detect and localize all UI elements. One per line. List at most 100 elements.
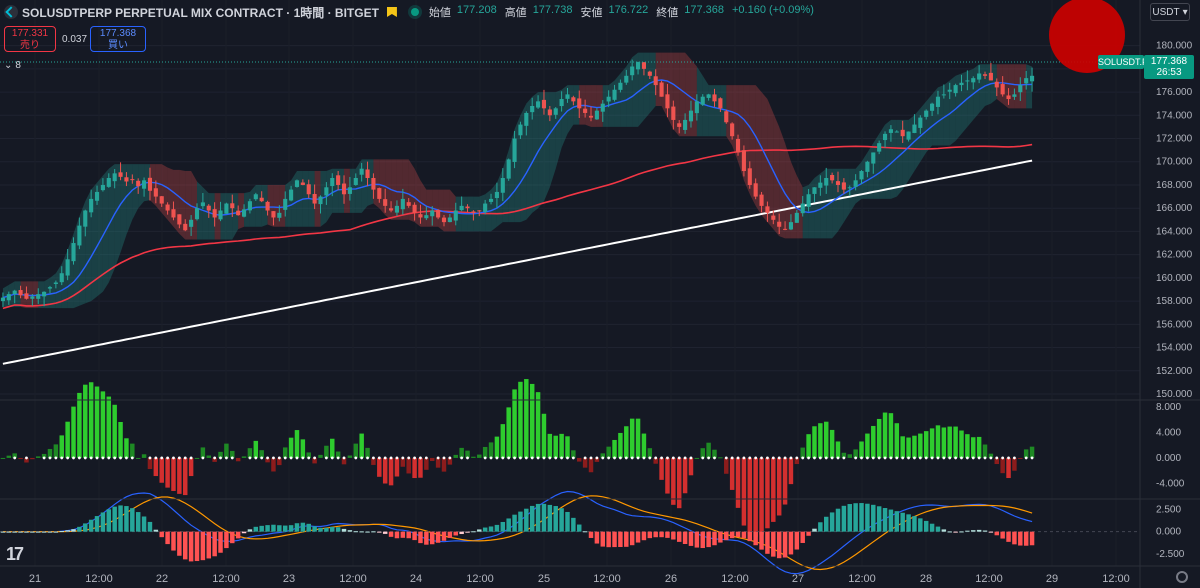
signal-dot xyxy=(189,456,193,460)
time-tick-label: 12:00 xyxy=(466,573,494,585)
histogram-bar xyxy=(177,457,182,494)
macd-histogram-bar xyxy=(212,531,217,557)
macd-histogram-bar xyxy=(506,518,511,532)
histogram-bar xyxy=(612,439,617,458)
macd-histogram-bar xyxy=(653,531,658,538)
gear-icon[interactable] xyxy=(1176,571,1188,583)
candle-body xyxy=(447,217,452,223)
cloud-segment xyxy=(937,85,944,146)
macd-histogram-bar xyxy=(865,503,870,532)
macd-histogram-bar xyxy=(747,531,753,542)
price-tick-label: 152.000 xyxy=(1156,366,1193,377)
histogram-bar xyxy=(735,457,741,508)
macd-histogram-bar xyxy=(741,531,747,539)
histogram-bar xyxy=(188,457,194,477)
histogram-bar xyxy=(941,427,947,458)
cloud-segment xyxy=(167,167,174,227)
macd-histogram-bar xyxy=(659,531,664,538)
macd-histogram-bar xyxy=(735,531,741,538)
time-tick-label: 12:00 xyxy=(975,573,1003,585)
signal-dot xyxy=(836,456,840,460)
symbol-title[interactable]: SOLUSDTPERP PERPETUAL MIX CONTRACT · 1時間… xyxy=(22,5,379,20)
candle-body xyxy=(724,111,729,123)
sell-button[interactable]: 177.331 売り xyxy=(4,26,56,52)
histogram-bar xyxy=(241,456,247,458)
candle-body xyxy=(641,62,646,69)
macd-histogram-bar xyxy=(429,531,435,545)
histogram-bar xyxy=(888,413,894,458)
buy-button[interactable]: 177.368 買い xyxy=(90,26,146,52)
histogram-bar xyxy=(459,447,464,458)
candle-body xyxy=(994,81,999,88)
signal-dot xyxy=(489,456,493,460)
signal-dot xyxy=(542,456,546,460)
signal-dot xyxy=(524,456,528,460)
macd-histogram-bar xyxy=(1018,531,1023,546)
macd-histogram-bar xyxy=(335,527,341,532)
candle-body xyxy=(882,133,888,141)
symbol-price-tag: SOLUSDT.P xyxy=(1098,55,1149,69)
histogram-bar xyxy=(829,429,835,458)
candle-body xyxy=(106,178,111,187)
macd-histogram-bar xyxy=(612,531,617,548)
close-value: 177.368 xyxy=(684,4,724,16)
cloud-segment xyxy=(967,68,974,127)
cloud-segment xyxy=(232,193,239,240)
candle-body xyxy=(12,290,17,295)
signal-dot xyxy=(225,456,228,460)
histogram-bar xyxy=(812,426,817,458)
tradingview-logo-icon[interactable]: 17 xyxy=(6,544,24,564)
cloud-segment xyxy=(161,164,168,220)
macd-histogram-bar xyxy=(265,525,270,532)
signal-dot xyxy=(301,456,305,460)
signal-dot xyxy=(619,456,622,460)
cloud-segment xyxy=(1008,64,1015,109)
histogram-bar xyxy=(600,453,606,458)
signal-dot xyxy=(336,456,340,460)
candle-body xyxy=(741,150,746,172)
flag-icon[interactable] xyxy=(386,7,397,17)
macd-histogram-bar xyxy=(729,531,735,539)
histogram-bar xyxy=(0,457,6,459)
cloud-segment xyxy=(197,181,203,240)
candle-body xyxy=(359,168,364,175)
histogram-bar xyxy=(500,424,506,458)
macd-histogram-bar xyxy=(688,531,694,546)
macd-histogram-bar xyxy=(112,506,117,532)
histogram-bar xyxy=(935,425,941,458)
indicator-collapse-button[interactable]: ⌄ 8 xyxy=(4,58,30,72)
histogram-bar xyxy=(1018,457,1023,459)
cloud-segment xyxy=(208,193,215,240)
histogram-bar xyxy=(388,457,394,486)
macd-histogram-bar xyxy=(294,523,300,532)
currency-select[interactable]: USDT ▾ xyxy=(1150,3,1190,21)
candle-body xyxy=(465,206,470,209)
macd-histogram-bar xyxy=(882,508,888,532)
histogram-bar xyxy=(559,433,564,458)
candle-body xyxy=(89,198,94,213)
histogram-bar xyxy=(141,454,147,458)
signal-dot xyxy=(895,456,899,460)
macd-histogram-bar xyxy=(453,531,458,536)
candle-body xyxy=(383,199,388,206)
candle-body xyxy=(818,182,823,188)
candle-body xyxy=(912,124,917,133)
cloud-segment xyxy=(214,193,221,240)
candle-body xyxy=(136,180,141,187)
signal-dot xyxy=(724,456,728,460)
macd-histogram-bar xyxy=(53,531,59,533)
macd-histogram-bar xyxy=(124,506,129,532)
macd-histogram-bar xyxy=(24,531,29,533)
candle-body xyxy=(394,205,400,213)
signal-dot xyxy=(795,456,799,460)
macd-histogram-bar xyxy=(141,516,147,532)
histogram-bar xyxy=(18,457,23,460)
candle-body xyxy=(824,178,829,186)
histogram-bar xyxy=(12,453,17,458)
candle-body xyxy=(583,108,588,113)
signal-dot xyxy=(548,456,552,460)
open-value: 177.208 xyxy=(456,4,497,16)
macd-histogram-bar xyxy=(394,531,400,539)
macd-histogram-bar xyxy=(224,531,229,549)
